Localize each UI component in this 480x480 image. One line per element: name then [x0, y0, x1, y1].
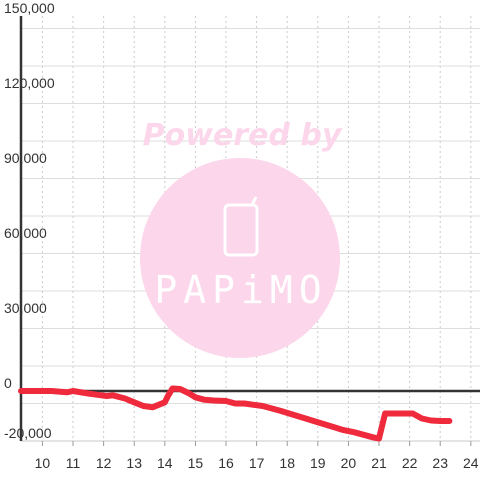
series-layer [18, 385, 453, 442]
y-tick-label: -20,000 [4, 425, 52, 441]
x-tick-label: 13 [126, 455, 142, 471]
x-tick-label: 24 [463, 455, 479, 471]
y-tick-label: 30,000 [4, 300, 47, 316]
grid-lines [21, 16, 480, 442]
axes [19, 16, 480, 446]
y-tick-label: 0 [4, 375, 12, 391]
x-tick-label: 17 [249, 455, 265, 471]
watermark-powered-text: Powered by [143, 118, 343, 153]
x-tick-label: 23 [432, 455, 448, 471]
x-tick-label: 20 [341, 455, 357, 471]
y-tick-label: 120,000 [4, 75, 55, 91]
x-tick-label: 10 [35, 455, 51, 471]
phone-antenna-icon [250, 196, 258, 206]
watermark: Powered by PAPiMO [140, 118, 343, 358]
x-tick-label: 15 [188, 455, 204, 471]
series-line [18, 385, 453, 442]
x-tick-label: 12 [96, 455, 112, 471]
x-tick-label: 19 [310, 455, 326, 471]
watermark-logo-text: PAPiMO [154, 268, 327, 312]
tick-labels: 10 11 12 13 14 15 16 17 18 19 20 21 22 23 24 -20,000 0 30… [4, 0, 479, 471]
phone-icon [223, 203, 259, 257]
y-tick-label: 150,000 [4, 0, 55, 16]
x-tick-label: 14 [157, 455, 173, 471]
x-tick-label: 16 [218, 455, 234, 471]
watermark-circle [140, 158, 340, 358]
y-tick-label: 90,000 [4, 150, 47, 166]
x-tick-label: 11 [66, 455, 81, 471]
x-tick-label: 21 [371, 455, 387, 471]
y-tick-label: 60,000 [4, 225, 47, 241]
x-tick-label: 22 [402, 455, 418, 471]
x-tick-label: 18 [279, 455, 295, 471]
